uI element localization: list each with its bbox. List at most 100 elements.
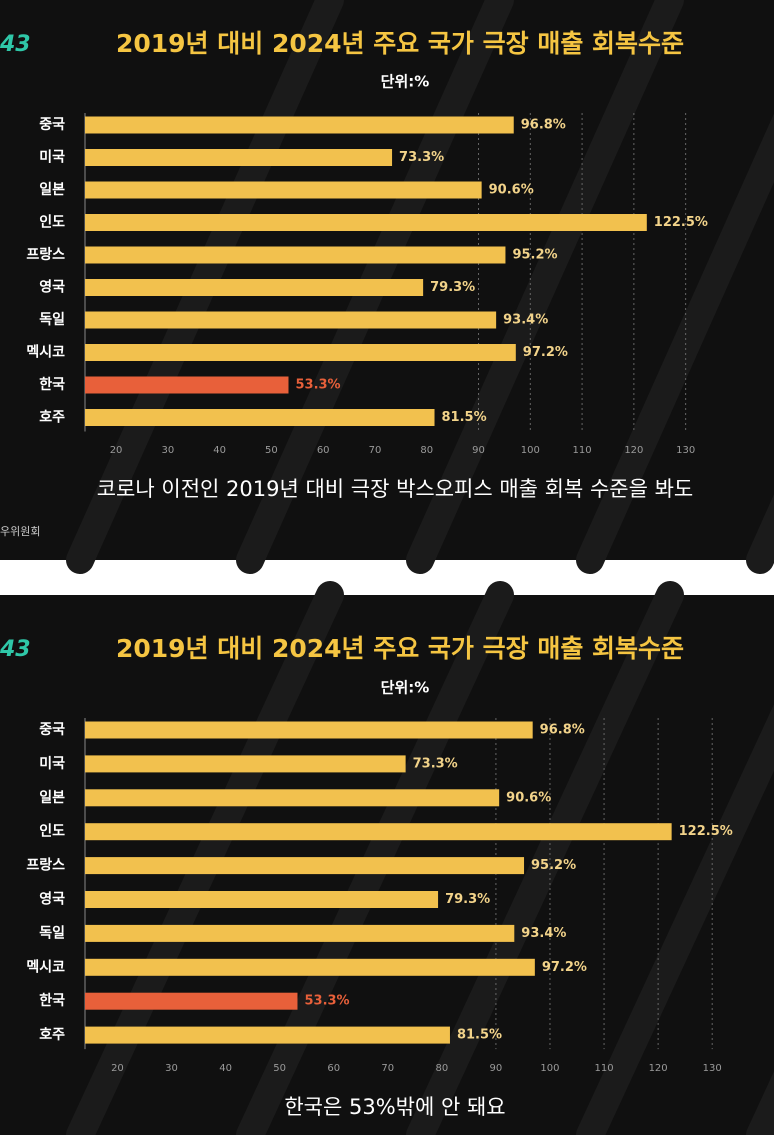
y-tick-label: 호주 (39, 1027, 65, 1043)
x-tick-label: 130 (703, 1063, 722, 1074)
y-tick-label: 인도 (39, 214, 65, 231)
y-tick-label: 중국 (39, 722, 65, 738)
x-tick-label: 50 (273, 1063, 286, 1074)
y-tick-label: 미국 (39, 150, 65, 166)
y-tick-label: 미국 (39, 756, 65, 772)
bar (85, 755, 406, 773)
y-tick-label: 영국 (39, 891, 65, 908)
x-tick-label: 70 (381, 1063, 394, 1074)
x-tick-label: 30 (161, 445, 174, 456)
value-label: 93.4% (503, 313, 548, 328)
bar (85, 116, 514, 134)
bar (85, 311, 497, 329)
chart-subtitle: 단위:% (381, 679, 430, 697)
x-tick-label: 80 (435, 1063, 448, 1074)
bar (85, 721, 533, 739)
caption: 한국은 53%밖에 안 돼요 (284, 1095, 505, 1119)
y-tick-label: 일본 (39, 182, 65, 198)
value-label: 122.5% (679, 824, 733, 839)
value-label: 81.5% (457, 1028, 502, 1043)
x-tick-label: 60 (317, 445, 330, 456)
bar (85, 823, 672, 841)
value-label: 97.2% (542, 960, 587, 975)
decor-stripe (576, 113, 774, 574)
y-tick-label: 프랑스 (26, 247, 65, 263)
bar (85, 857, 525, 875)
bar (85, 376, 289, 394)
decor-stripe (406, 581, 684, 1135)
bar (85, 344, 516, 361)
source: 우위원회 (0, 525, 40, 538)
y-tick-label: 독일 (39, 925, 65, 941)
y-tick-label: 일본 (39, 790, 65, 806)
x-tick-label: 20 (111, 1063, 124, 1074)
bar (85, 891, 439, 908)
y-tick-label: 인도 (39, 823, 65, 840)
bar (85, 246, 506, 264)
bar (85, 992, 298, 1010)
x-tick-label: 90 (472, 445, 485, 456)
value-label: 95.2% (531, 858, 576, 873)
x-tick-label: 120 (649, 1063, 668, 1074)
x-tick-label: 120 (624, 445, 643, 456)
value-label: 90.6% (489, 183, 534, 198)
y-tick-label: 한국 (39, 993, 65, 1009)
chart-title: 2019년 대비 2024년 주요 국가 극장 매출 회복수준 (116, 29, 684, 58)
bar (85, 214, 647, 231)
bar (85, 279, 424, 296)
x-tick-label: 80 (420, 445, 433, 456)
value-label: 79.3% (430, 280, 475, 295)
y-tick-label: 영국 (39, 279, 65, 296)
y-tick-label: 프랑스 (26, 858, 65, 874)
chart-subtitle: 단위:% (381, 73, 430, 91)
y-tick-label: 중국 (39, 117, 65, 133)
y-tick-label: 멕시코 (26, 958, 65, 975)
value-label: 73.3% (399, 150, 444, 165)
logo: 43 (0, 32, 31, 57)
value-label: 79.3% (445, 892, 490, 907)
bar (85, 149, 393, 166)
value-label: 95.2% (512, 248, 557, 263)
caption: 코로나 이전인 2019년 대비 극장 박스오피스 매출 회복 수준을 봐도 (97, 477, 694, 501)
bar (85, 1026, 450, 1044)
x-tick-label: 100 (521, 445, 540, 456)
value-label: 96.8% (540, 723, 585, 738)
value-label: 53.3% (295, 378, 340, 393)
bar (85, 924, 515, 942)
value-label: 97.2% (523, 345, 568, 360)
x-tick-label: 100 (540, 1063, 559, 1074)
x-tick-label: 110 (595, 1063, 614, 1074)
value-label: 73.3% (413, 756, 458, 771)
x-tick-label: 70 (369, 445, 382, 456)
y-tick-label: 독일 (39, 312, 65, 328)
y-tick-label: 호주 (39, 410, 65, 426)
value-label: 90.6% (506, 790, 551, 805)
value-label: 81.5% (442, 410, 487, 425)
bar (85, 789, 500, 807)
decor-stripe (576, 704, 774, 1135)
x-tick-label: 50 (265, 445, 278, 456)
x-tick-label: 60 (327, 1063, 340, 1074)
x-tick-label: 130 (676, 445, 695, 456)
value-label: 93.4% (521, 926, 566, 941)
logo: 43 (0, 637, 31, 662)
decor-stripe (406, 0, 684, 574)
x-tick-label: 30 (165, 1063, 178, 1074)
bar (85, 409, 435, 426)
bar (85, 181, 482, 199)
value-label: 96.8% (521, 118, 566, 133)
x-tick-label: 40 (219, 1063, 232, 1074)
x-tick-label: 40 (213, 445, 226, 456)
chart-title: 2019년 대비 2024년 주요 국가 극장 매출 회복수준 (116, 634, 684, 663)
value-label: 53.3% (304, 994, 349, 1009)
x-tick-label: 90 (490, 1063, 503, 1074)
y-tick-label: 멕시코 (26, 344, 65, 361)
y-tick-label: 한국 (39, 377, 65, 393)
x-tick-label: 20 (110, 445, 123, 456)
value-label: 122.5% (654, 215, 708, 230)
x-tick-label: 110 (573, 445, 592, 456)
